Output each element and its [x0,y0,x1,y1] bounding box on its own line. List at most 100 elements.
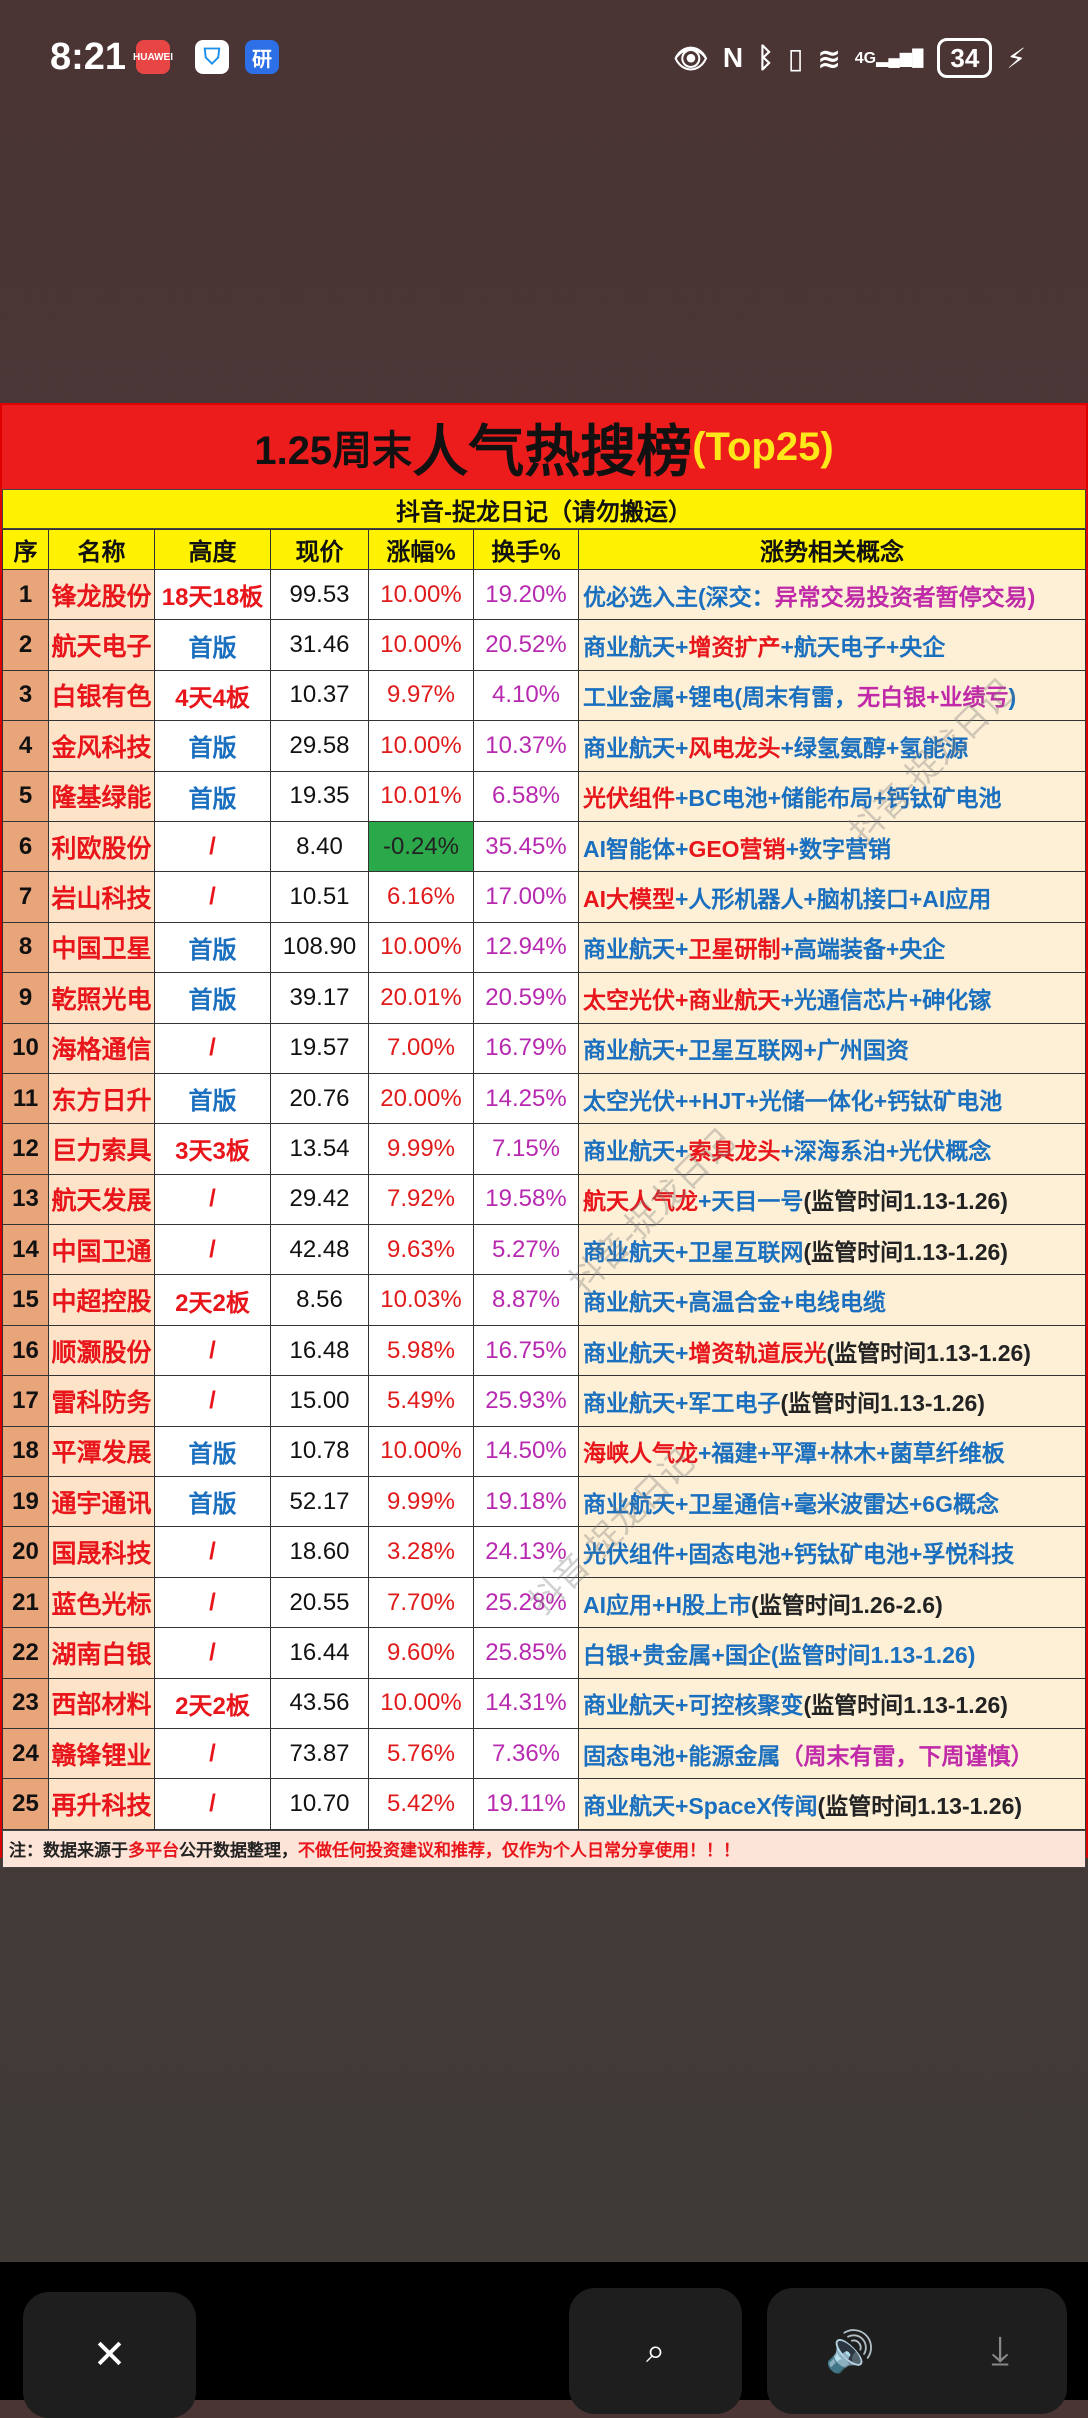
table-row: 4 金风科技 首版 29.58 10.00% 10.37% 商业航天+风电龙头+绿氢氨醇+氢… [2,720,1086,772]
cell-seq: 6 [2,820,49,873]
cell-concept: AI大模型+人形机器人+脑机接口+AI应用 [578,871,1086,923]
concept-segment: 太空光伏++HJT+光储一体化+钙钛矿电池 [583,1087,1003,1114]
concept-segment: 太空光伏+商业航天 [583,986,781,1013]
disclaimer-text: 不做任何投资建议和推荐，仅作为个人日常分享使用！！！ [298,1841,740,1861]
cell-stock-name: 岩山科技 [48,871,155,923]
concept-segment: 增资轨道辰光 [688,1339,827,1366]
cell-streak: 首版 [154,1425,271,1478]
cell-stock-name: 中国卫星 [48,921,155,974]
concept-segment: +数字营销 [785,835,891,862]
table-row: 17 雷科防务/15.00 5.49% 25.93% 商业航天+军工电子(监管时间1.1… [2,1375,1086,1427]
concept-segment: AI应用+H股上市 [583,1591,752,1618]
cell-price: 20.76 [270,1072,369,1125]
cell-stock-name: 航天电子 [48,619,155,671]
cell-change: 7.70% [368,1576,474,1629]
header-name: 名称 [48,529,155,570]
concept-segment: 工业金属+锂电(周末有雷， [583,684,858,711]
cell-streak: / [154,1526,271,1578]
concept-segment: (监管时间1.13-1.26) [803,1692,1008,1719]
speaker-icon[interactable]: 🔊 [825,2329,875,2374]
cell-streak: / [154,1627,271,1679]
concept-segment: 优必选入主(深交： [583,583,775,610]
cell-concept: AI应用+H股上市(监管时间1.26-2.6) [578,1576,1086,1629]
cell-seq: 19 [2,1476,49,1528]
concept-segment: 商业航天+ [583,734,689,761]
header-seq: 序 [2,529,49,570]
concept-segment: 商业航天+ [583,936,689,963]
cell-turnover: 10.37% [473,720,579,772]
cell-stock-name: 再升科技 [48,1778,155,1830]
cell-change: 10.00% [368,1425,474,1478]
cell-change: 3.28% [368,1526,474,1578]
cell-price: 52.17 [270,1476,369,1528]
cell-seq: 9 [2,972,49,1024]
header-change: 涨幅% [368,529,474,570]
cell-concept: 白银+贵金属+国企(监管时间1.13-1.26) [578,1627,1086,1679]
cell-turnover: 25.85% [473,1627,579,1679]
cell-stock-name: 海格通信 [48,1022,155,1074]
cell-change: 10.00% [368,1677,474,1729]
cell-streak: 18天18板 [154,568,271,621]
cell-price: 29.42 [270,1173,369,1226]
cell-price: 108.90 [270,921,369,974]
cell-seq: 21 [2,1576,49,1629]
battery-indicator: 34 [937,38,993,78]
cell-turnover: 16.79% [473,1022,579,1074]
cell-concept: 商业航天+高温合金+电线电缆 [578,1274,1086,1326]
concept-segment: (监管时间1.13-1.26) [826,1339,1031,1366]
cell-streak: / [154,871,271,923]
concept-segment: AI大模型 [583,886,675,913]
table-row: 20 国晟科技/18.60 3.28% 24.13% 光伏组件+固态电池+钙钛矿电池+孚… [2,1526,1086,1578]
table-row: 8 中国卫星 首版 108.90 10.00% 12.94% 商业航天+卫星研制+高端装备+… [2,921,1086,974]
concept-segment: （周末有雷，下周谨慎） [780,1742,1034,1769]
concept-segment: 商业航天+可控核聚变 [583,1692,804,1719]
concept-segment: 商业航天+军工电子 [583,1389,781,1416]
cell-price: 13.54 [270,1123,369,1175]
nfc-icon: N [722,42,744,73]
cell-stock-name: 航天发展 [48,1173,155,1226]
concept-segment: 增资扩产 [688,634,781,661]
header-height: 高度 [154,529,271,570]
cell-change: 9.97% [368,669,474,722]
cell-price: 8.56 [270,1274,369,1326]
scan-search-button[interactable]: ⌕ [569,2288,742,2414]
cell-change: 20.01% [368,972,474,1024]
cell-turnover: 12.94% [473,921,579,974]
table-row: 24 赣锋锂业/73.87 5.76% 7.36% 固态电池+能源金属（周末有雷，下周谨… [2,1727,1086,1780]
cell-stock-name: 湖南白银 [48,1627,155,1679]
concept-segment: 商业航天+卫星互联网+广州国资 [583,1037,909,1064]
cell-price: 10.78 [270,1425,369,1478]
cell-turnover: 6.58% [473,770,579,822]
close-button[interactable]: ✕ [23,2292,196,2418]
4g-signal-icon: 4G▂▄▆█ [854,50,924,67]
cell-change: 10.00% [368,619,474,671]
vibrate-icon: ▯ [787,42,804,74]
cell-turnover: 14.25% [473,1072,579,1125]
cell-stock-name: 利欧股份 [48,820,155,873]
table-row: 1 锋龙股份 18天18板 99.53 10.00% 19.20% 优必选入主(深交：异常交… [2,568,1086,621]
download-icon[interactable]: ⤓ [991,2328,1009,2373]
cell-streak: 首版 [154,619,271,671]
cell-seq: 3 [2,669,49,722]
cell-stock-name: 乾照光电 [48,972,155,1024]
cell-price: 73.87 [270,1727,369,1780]
cell-streak: 首版 [154,972,271,1024]
concept-segment: 商业航天+卫星互联网 [583,1238,804,1265]
cell-price: 10.70 [270,1778,369,1830]
cell-streak: 4天4板 [154,669,271,722]
cell-stock-name: 雷科防务 [48,1375,155,1427]
concept-segment: +福建+平潭+林木+菌草纤维板 [698,1440,1005,1467]
cell-turnover: 25.93% [473,1375,579,1427]
cell-concept: 商业航天+卫星互联网(监管时间1.13-1.26) [578,1224,1086,1276]
cell-streak: 首版 [154,1072,271,1125]
cell-turnover: 19.11% [473,1778,579,1830]
concept-segment: 异常交易投资者暂停交易) [774,583,1036,610]
cell-turnover: 19.20% [473,568,579,621]
concept-segment: 商业航天+高温合金+电线电缆 [583,1289,886,1316]
disclaimer: 注：数据来源于 多平台 公开数据整理， 不做任何投资建议和推荐，仅作为个人日常分享使用… [2,1829,1086,1868]
cell-concept: 光伏组件+BC电池+储能布局+钙钛矿电池 [578,770,1086,822]
table-row: 15 中超控股 2天2板 8.56 10.03% 8.87% 商业航天+高温合金+电线电缆 [2,1274,1086,1326]
cell-seq: 14 [2,1224,49,1276]
cell-concept: 固态电池+能源金属（周末有雷，下周谨慎） [578,1727,1086,1780]
cell-concept: 商业航天+卫星互联网+广州国资 [578,1022,1086,1074]
